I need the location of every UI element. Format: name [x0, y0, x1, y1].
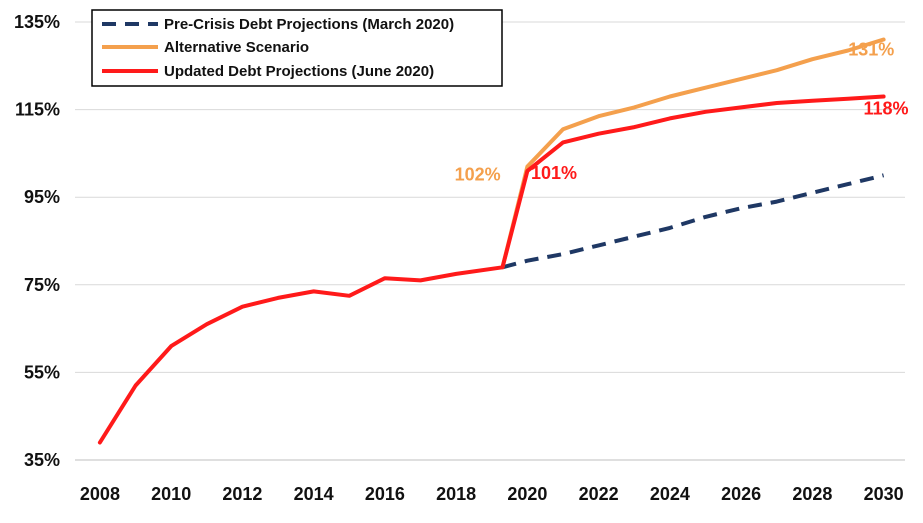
- legend-label: Updated Debt Projections (June 2020): [164, 63, 434, 80]
- legend: Pre-Crisis Debt Projections (March 2020)…: [91, 9, 503, 87]
- series-line: [97, 94, 886, 445]
- x-tick-label: 2024: [650, 484, 690, 504]
- x-tick-label: 2014: [294, 484, 334, 504]
- x-tick-label: 2008: [80, 484, 120, 504]
- series-line: [501, 173, 885, 270]
- legend-label: Alternative Scenario: [164, 39, 309, 56]
- x-tick-label: 2030: [864, 484, 904, 504]
- series-line: [500, 37, 886, 270]
- y-tick-label: 95%: [24, 187, 60, 207]
- y-tick-label: 115%: [15, 100, 60, 120]
- y-tick-label: 135%: [14, 12, 60, 32]
- x-tick-label: 2026: [721, 484, 761, 504]
- x-axis-ticks: 2008 2010 2012 2014 2016 2018 2020 2022 2024 2026…: [80, 484, 904, 504]
- x-tick-label: 2012: [222, 484, 262, 504]
- data-callout: 118%: [864, 98, 909, 118]
- x-tick-label: 2016: [365, 484, 405, 504]
- y-tick-label: 75%: [24, 275, 60, 295]
- y-axis-ticks: 35% 55% 75% 95% 115% 135%: [14, 12, 60, 470]
- x-tick-label: 2028: [792, 484, 832, 504]
- x-tick-label: 2022: [579, 484, 619, 504]
- series-lines: [97, 37, 886, 445]
- x-tick-label: 2020: [507, 484, 547, 504]
- data-callout: 101%: [531, 163, 577, 183]
- x-tick-label: 2018: [436, 484, 476, 504]
- legend-box: [91, 9, 503, 87]
- x-tick-label: 2010: [151, 484, 191, 504]
- y-tick-label: 35%: [24, 450, 60, 470]
- data-callouts: 102% 101% 131% 118%: [455, 40, 909, 185]
- data-callout: 102%: [455, 165, 501, 185]
- legend-label: Pre-Crisis Debt Projections (March 2020): [164, 16, 454, 33]
- y-tick-label: 55%: [24, 362, 60, 382]
- data-callout: 131%: [848, 40, 894, 60]
